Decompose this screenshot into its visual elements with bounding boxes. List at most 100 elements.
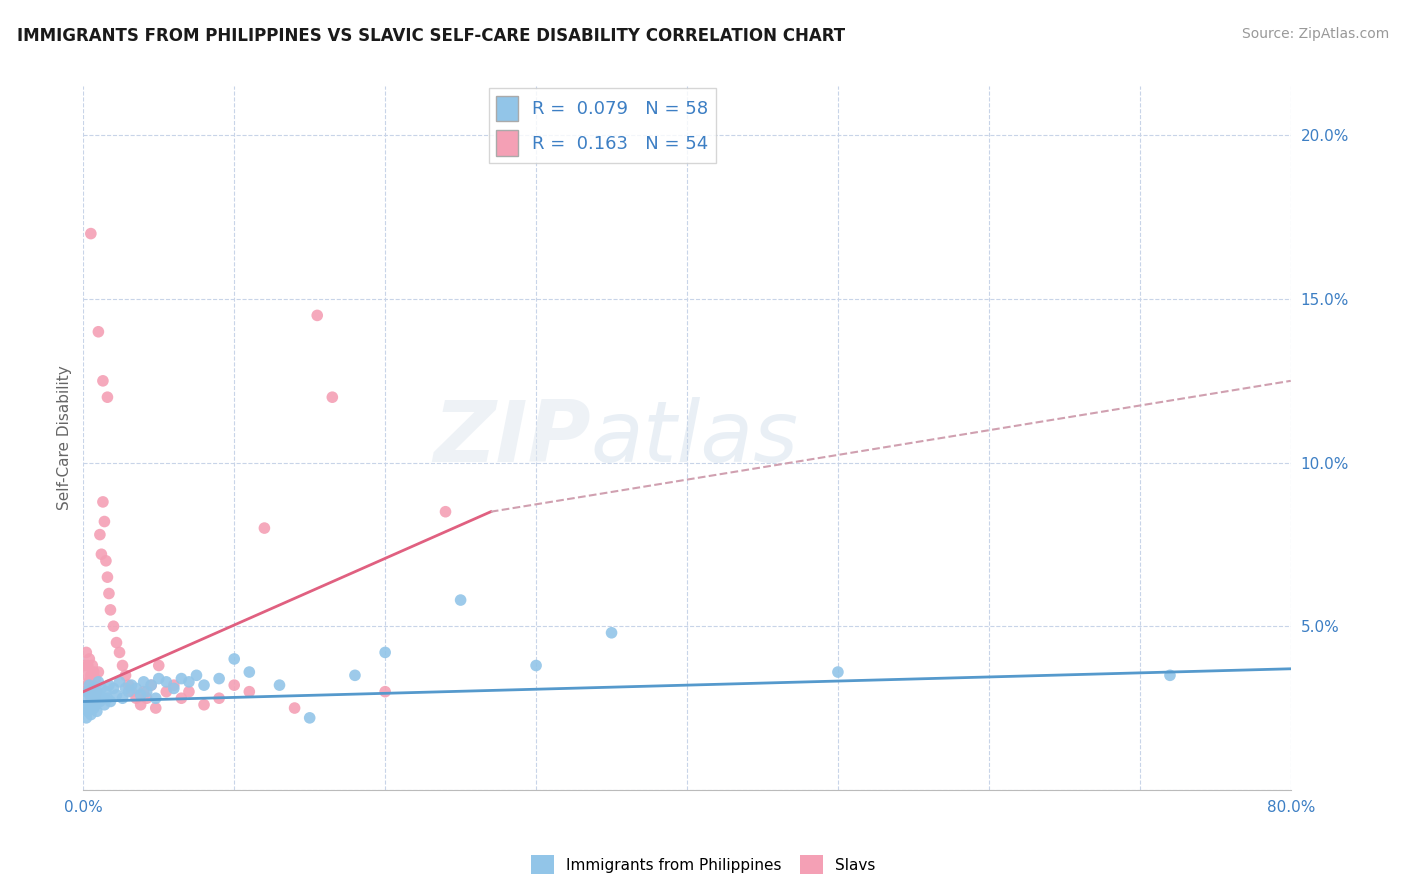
Point: [117, 678, 139, 692]
Point: [87, 325, 110, 339]
Point: [80, 688, 103, 702]
Point: [177, 674, 200, 689]
Point: [73, 684, 96, 698]
Point: [148, 672, 170, 686]
Point: [86, 684, 108, 698]
Point: [374, 645, 396, 659]
Point: [1159, 668, 1181, 682]
Text: IMMIGRANTS FROM PHILIPPINES VS SLAVIC SELF-CARE DISABILITY CORRELATION CHART: IMMIGRANTS FROM PHILIPPINES VS SLAVIC SE…: [17, 27, 845, 45]
Point: [87, 674, 110, 689]
Point: [450, 593, 472, 607]
Point: [75, 668, 97, 682]
Point: [82, 681, 104, 696]
Point: [186, 668, 208, 682]
Point: [524, 658, 547, 673]
Point: [269, 678, 291, 692]
Point: [94, 684, 117, 698]
Point: [79, 674, 101, 689]
Point: [132, 684, 155, 698]
Legend: R =  0.079   N = 58, R =  0.163   N = 54: R = 0.079 N = 58, R = 0.163 N = 54: [489, 88, 716, 163]
Point: [141, 678, 163, 692]
Point: [76, 684, 98, 698]
Point: [76, 658, 98, 673]
Point: [93, 698, 115, 712]
Point: [321, 390, 343, 404]
Point: [145, 701, 167, 715]
Point: [145, 691, 167, 706]
Point: [434, 505, 457, 519]
Point: [82, 694, 104, 708]
Text: ZIP: ZIP: [433, 397, 591, 480]
Point: [79, 652, 101, 666]
Point: [90, 547, 112, 561]
Point: [343, 668, 366, 682]
Point: [75, 711, 97, 725]
Point: [105, 688, 128, 702]
Point: [155, 674, 177, 689]
Point: [80, 707, 103, 722]
Point: [82, 678, 104, 692]
Point: [94, 554, 117, 568]
Point: [89, 527, 111, 541]
Point: [80, 668, 103, 682]
Point: [82, 658, 104, 673]
Point: [827, 665, 849, 679]
Point: [86, 704, 108, 718]
Point: [89, 694, 111, 708]
Point: [93, 515, 115, 529]
Point: [84, 684, 107, 698]
Point: [103, 681, 125, 696]
Point: [84, 691, 107, 706]
Point: [208, 672, 231, 686]
Point: [87, 665, 110, 679]
Point: [97, 678, 120, 692]
Point: [96, 691, 118, 706]
Point: [83, 665, 105, 679]
Point: [91, 374, 114, 388]
Text: Source: ZipAtlas.com: Source: ZipAtlas.com: [1241, 27, 1389, 41]
Point: [83, 684, 105, 698]
Point: [79, 698, 101, 712]
Point: [132, 674, 155, 689]
Point: [117, 684, 139, 698]
Point: [100, 694, 122, 708]
Point: [193, 698, 215, 712]
Point: [148, 658, 170, 673]
Point: [253, 521, 276, 535]
Point: [79, 678, 101, 692]
Point: [73, 658, 96, 673]
Legend: Immigrants from Philippines, Slavs: Immigrants from Philippines, Slavs: [524, 849, 882, 880]
Text: atlas: atlas: [591, 397, 799, 480]
Point: [170, 691, 193, 706]
Point: [76, 678, 98, 692]
Point: [111, 658, 134, 673]
Point: [170, 672, 193, 686]
Point: [91, 691, 114, 706]
Point: [121, 678, 143, 692]
Y-axis label: Self-Care Disability: Self-Care Disability: [58, 366, 72, 510]
Point: [177, 684, 200, 698]
Point: [155, 684, 177, 698]
Point: [125, 691, 148, 706]
Point: [129, 698, 152, 712]
Point: [129, 688, 152, 702]
Point: [163, 678, 186, 692]
Point: [141, 678, 163, 692]
Point: [121, 684, 143, 698]
Point: [135, 684, 157, 698]
Point: [111, 691, 134, 706]
Point: [80, 691, 103, 706]
Point: [83, 691, 105, 706]
Point: [125, 681, 148, 696]
Point: [103, 619, 125, 633]
Point: [80, 227, 103, 241]
Point: [75, 645, 97, 659]
Point: [307, 309, 329, 323]
Point: [298, 711, 321, 725]
Point: [84, 698, 107, 712]
Point: [224, 652, 246, 666]
Point: [76, 704, 98, 718]
Point: [73, 701, 96, 715]
Point: [284, 701, 307, 715]
Point: [114, 668, 136, 682]
